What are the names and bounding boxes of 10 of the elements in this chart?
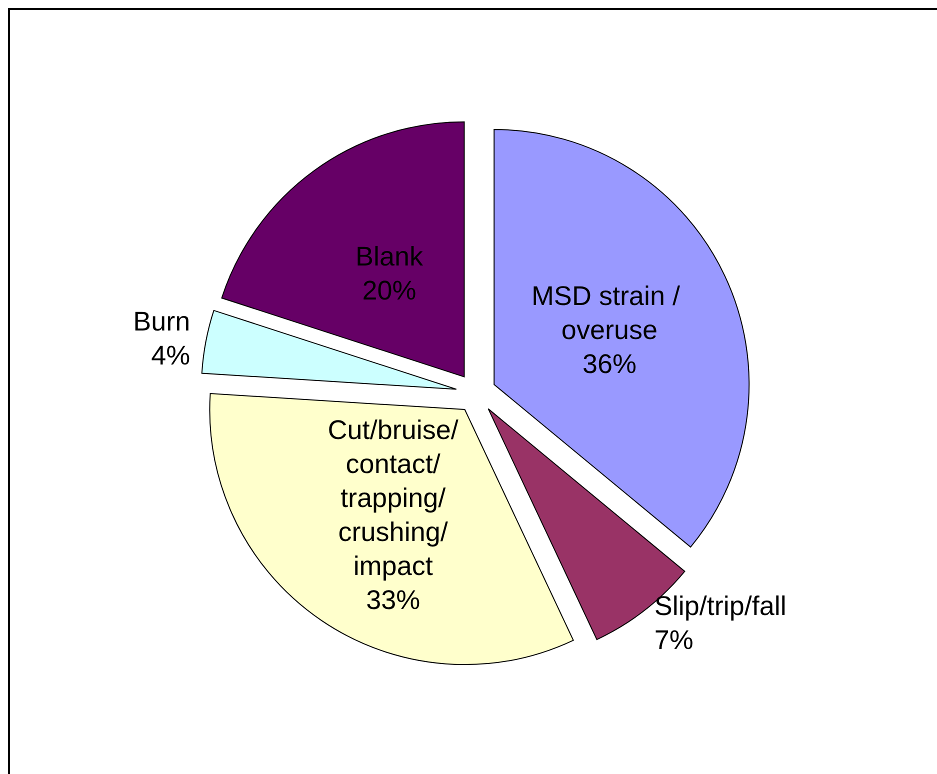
- data-label: 7%: [654, 624, 694, 655]
- slice-label: MSD strain / overuse: [531, 281, 688, 346]
- slice-label: Slip/trip/fall: [654, 590, 786, 621]
- slice-label: Cut/bruise/contact/trapping/crushing/impact: [328, 414, 459, 581]
- data-label: 4%: [151, 340, 190, 370]
- data-label: 33%: [366, 584, 420, 615]
- data-label: 36%: [582, 349, 636, 380]
- data-label: 20%: [362, 276, 416, 306]
- slice-label: Blank: [356, 242, 424, 272]
- slice-label: Burn: [133, 306, 190, 336]
